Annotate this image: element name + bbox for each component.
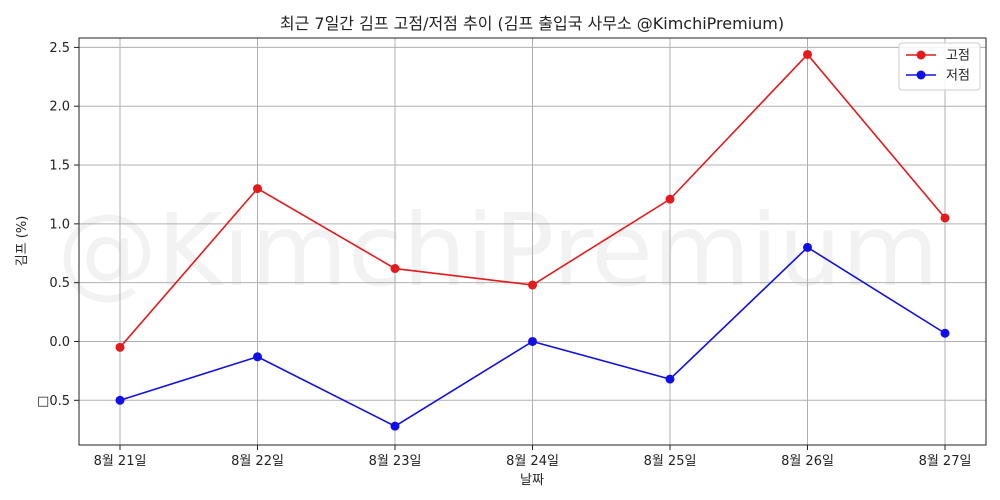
data-point	[665, 374, 675, 384]
x-tick-label: 8월 26일	[781, 454, 834, 469]
legend-label: 저점	[946, 69, 970, 84]
data-point	[803, 242, 812, 252]
data-point	[528, 280, 537, 290]
data-point	[940, 328, 950, 338]
y-tick-label: 0.0	[49, 335, 70, 350]
series-group	[115, 49, 950, 431]
data-point	[940, 213, 950, 223]
x-axis: 8월 21일 8월 22일 8월 23일 8월 24일 8월 25일 8월 26일 8월 2…	[94, 445, 972, 469]
y-tick-label: 0.5	[49, 276, 70, 291]
legend-label: 고점	[946, 49, 970, 64]
y-axis: □0.5 0.0 0.5 1.0 1.5 2.0 2.5	[37, 41, 79, 409]
chart-title: 최근 7일간 김프 고점/저점 추이 (김프 출입국 사무소 @KimchiPr…	[280, 14, 784, 33]
x-axis-label: 날짜	[520, 473, 544, 488]
x-tick-label: 8월 25일	[644, 454, 697, 469]
y-tick-label: □0.5	[37, 394, 70, 409]
x-tick-label: 8월 27일	[919, 454, 972, 469]
x-tick-label: 8월 22일	[231, 454, 284, 469]
data-point	[253, 184, 262, 194]
data-point	[665, 194, 675, 204]
data-point	[253, 352, 262, 362]
y-tick-label: 1.0	[49, 217, 70, 232]
x-tick-label: 8월 24일	[506, 454, 559, 469]
y-tick-label: 1.5	[49, 159, 70, 174]
y-tick-label: 2.5	[49, 41, 70, 56]
data-point	[115, 342, 125, 352]
data-point	[528, 336, 537, 346]
legend-swatch-marker	[916, 50, 926, 60]
data-point	[115, 395, 125, 405]
data-point	[390, 264, 400, 274]
x-tick-label: 8월 23일	[369, 454, 422, 469]
data-point	[803, 49, 812, 59]
y-tick-label: 2.0	[49, 100, 70, 115]
x-tick-label: 8월 21일	[94, 454, 147, 469]
y-axis-label: 김프 (%)	[15, 216, 30, 267]
data-point	[390, 421, 400, 431]
legend-swatch-marker	[916, 70, 926, 80]
